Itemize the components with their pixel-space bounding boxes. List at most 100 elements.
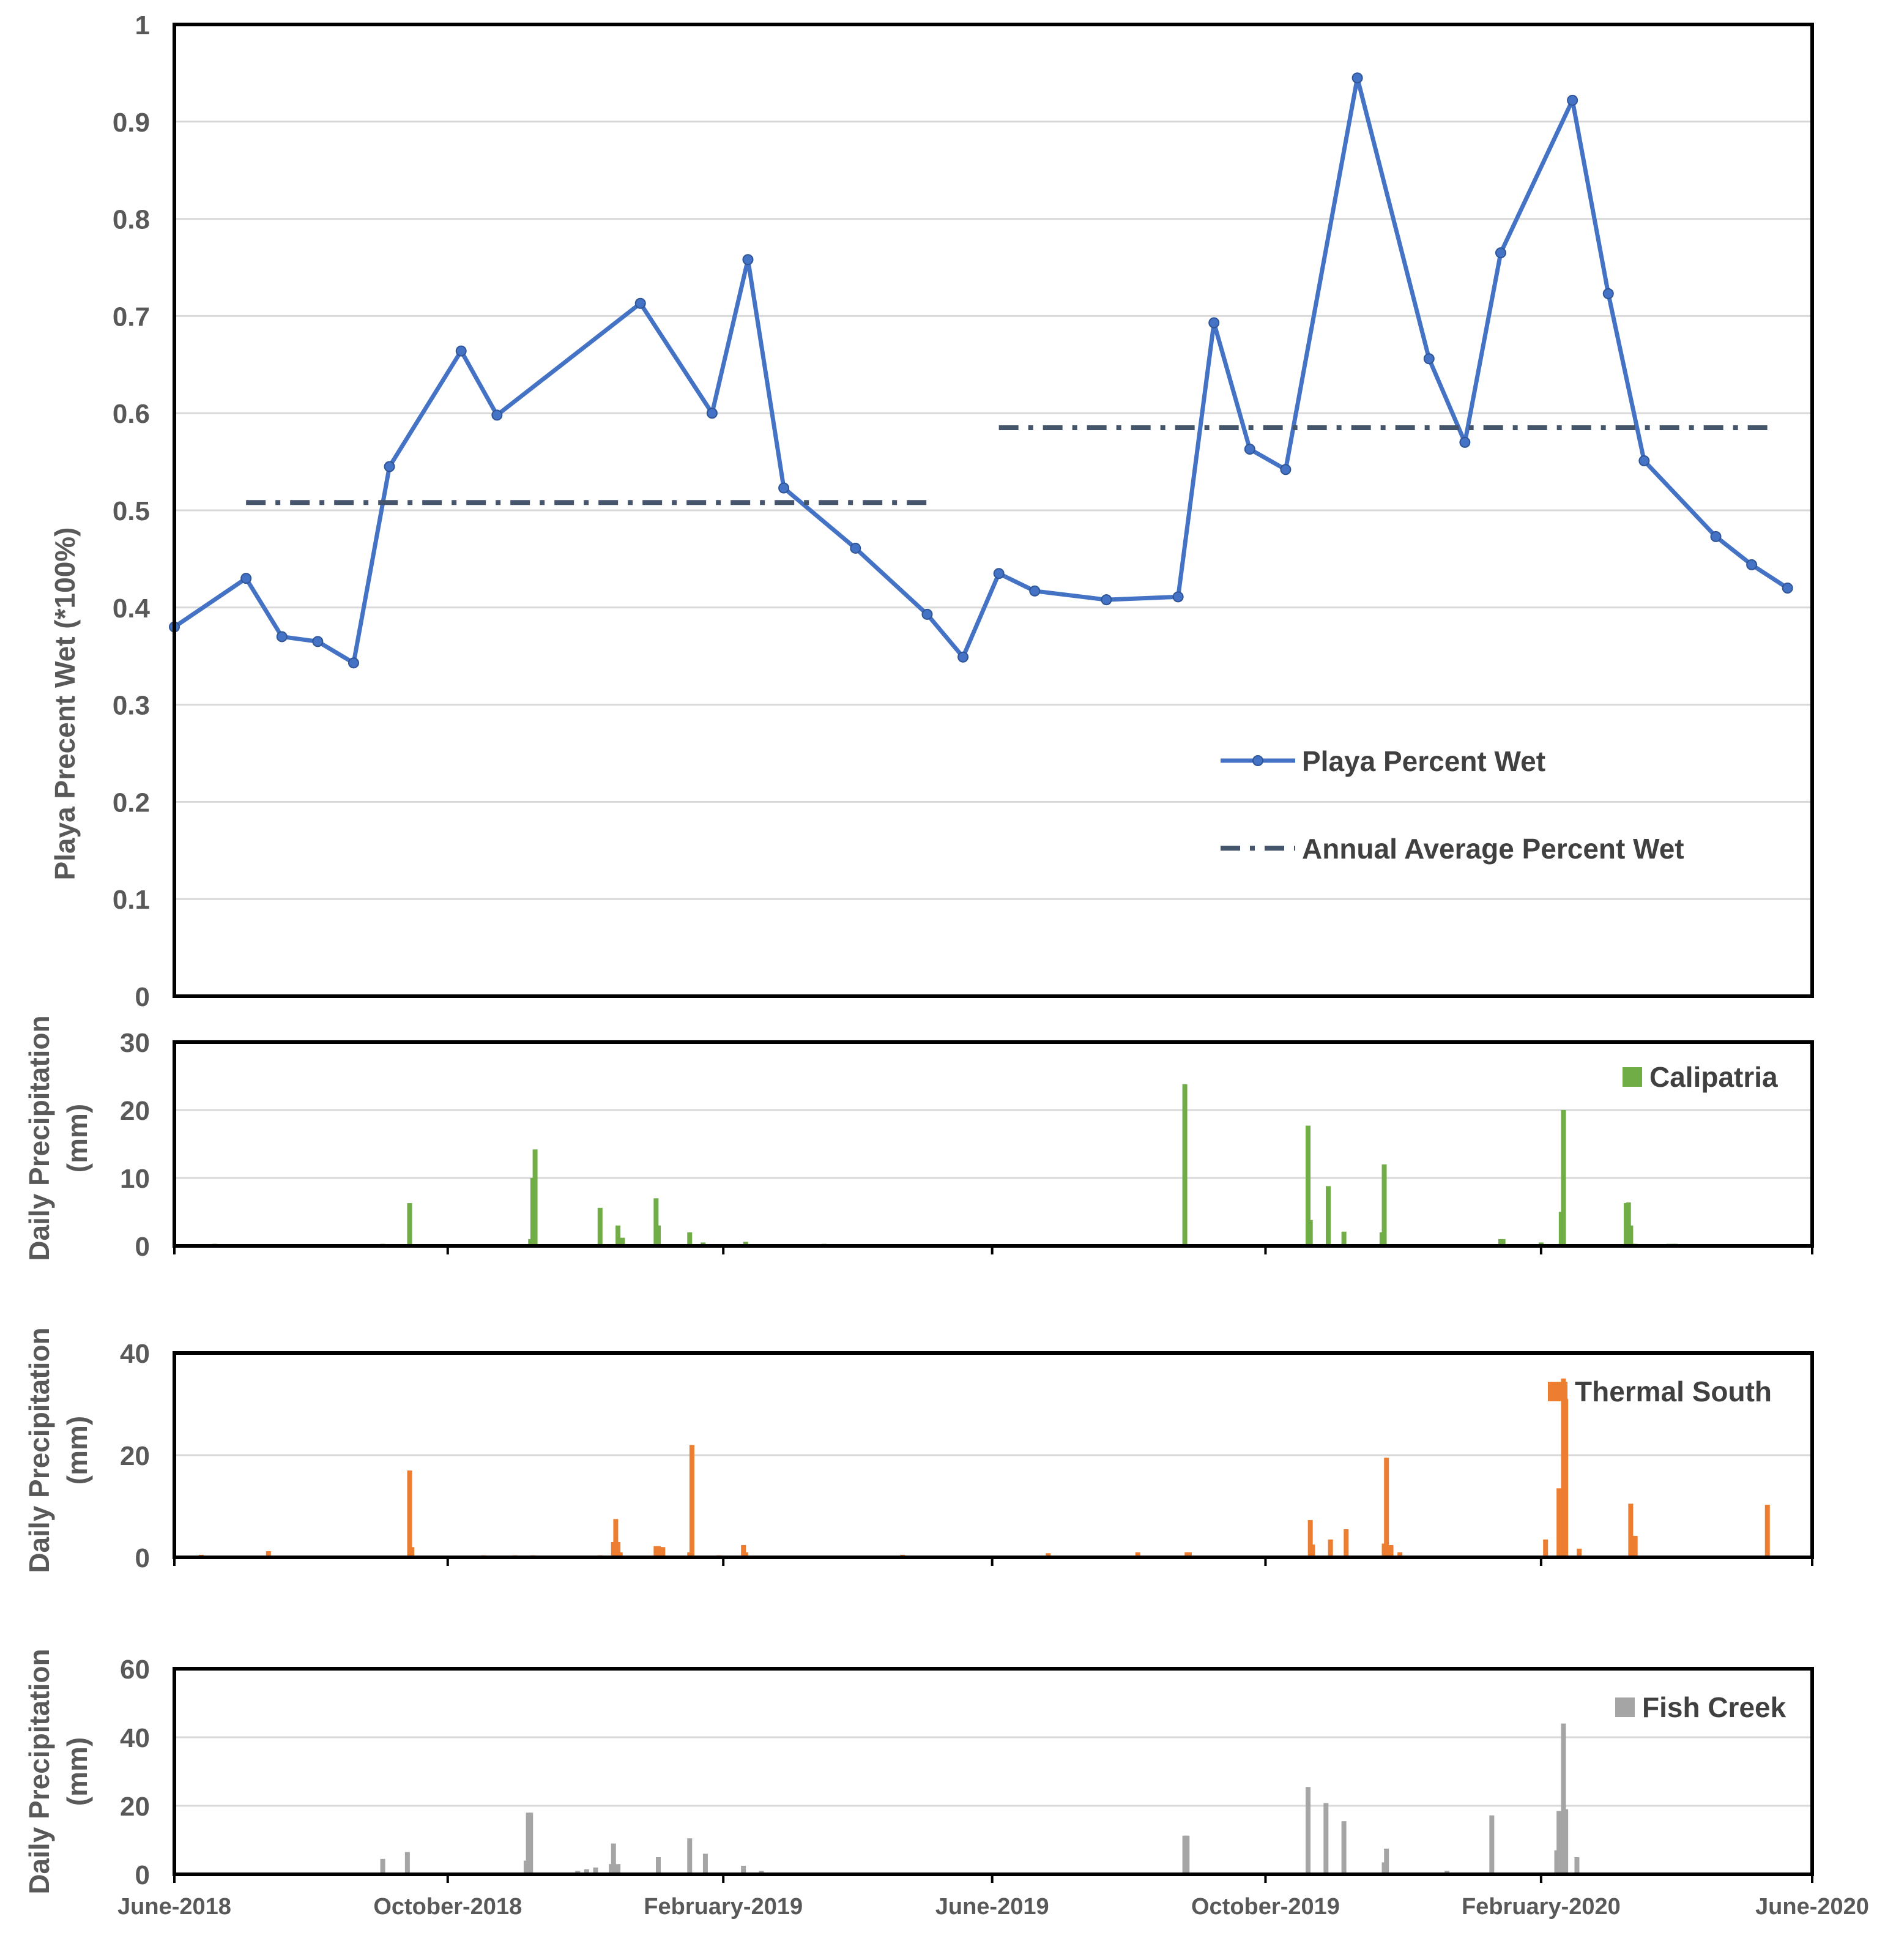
legend-swatch-thermal-south <box>1548 1382 1567 1401</box>
precip-bar <box>1556 1811 1562 1874</box>
data-point <box>1101 594 1112 606</box>
data-point <box>1567 94 1578 106</box>
legend-label-annual-average: Annual Average Percent Wet <box>1302 833 1684 865</box>
legend-label-calipatria: Calipatria <box>1649 1061 1778 1093</box>
precip-bar <box>407 1470 412 1557</box>
precip-bar <box>1184 1835 1190 1874</box>
data-point <box>1423 353 1435 365</box>
y-tick-label: 30 <box>120 1028 150 1058</box>
data-point <box>1782 583 1793 594</box>
legend-swatch-calipatria <box>1623 1067 1642 1087</box>
precip-bar <box>1306 1787 1311 1874</box>
y-tick-label: 0.1 <box>113 885 150 915</box>
precip-bar <box>1577 1548 1582 1557</box>
y-tick-label: 0 <box>135 1860 150 1890</box>
y-axis-label-line-1: Daily Precipitation <box>23 1015 55 1261</box>
precip-bar <box>597 1207 603 1246</box>
y-tick-label: 1 <box>135 10 150 40</box>
data-point <box>1280 464 1292 475</box>
precip-bar <box>1543 1539 1548 1557</box>
y-tick-label: 0.4 <box>113 594 151 624</box>
legend-label-percent-wet: Playa Percent Wet <box>1302 745 1545 777</box>
y-axis-label-line-2: (mm) <box>61 1104 93 1172</box>
data-point <box>455 345 467 357</box>
y-tick-label: 0.3 <box>113 691 150 721</box>
data-point <box>1495 247 1506 259</box>
precip-bar <box>687 1232 693 1246</box>
data-point <box>491 409 503 421</box>
precip-bar <box>660 1547 666 1557</box>
series-line-percent-wet <box>173 75 1789 665</box>
precip-bar <box>1384 1458 1389 1557</box>
precip-bar <box>1628 1504 1634 1557</box>
chart-thermal-south: 0 20 40 Daily Precipitation (mm) Thermal S… <box>23 1327 1814 1573</box>
x-axis: June-2018 October-2018 February-2019 June-2… <box>117 1894 1869 1920</box>
precip-bar <box>1628 1225 1634 1246</box>
y-axis-label-line-1: Daily Precipitation <box>23 1649 55 1894</box>
data-point <box>634 297 646 309</box>
y-axis-label-line-2: (mm) <box>61 1416 93 1485</box>
x-tick-label: June-2019 <box>935 1894 1049 1920</box>
precip-bar <box>741 1545 746 1557</box>
precip-bar <box>615 1864 621 1874</box>
precip-bar <box>1556 1488 1562 1557</box>
data-point <box>1746 559 1758 570</box>
data-point <box>348 657 359 669</box>
data-point <box>850 542 861 554</box>
data-point <box>778 482 790 494</box>
legend: Playa Percent Wet Annual Average Percent… <box>1221 745 1684 865</box>
precip-bar <box>1306 1125 1311 1246</box>
data-point <box>1638 455 1650 467</box>
precip-bar <box>1397 1552 1403 1557</box>
precip-bar <box>743 1242 748 1246</box>
y-tick-label: 0 <box>135 1232 150 1262</box>
data-point <box>1602 288 1614 299</box>
precip-bar <box>1344 1529 1349 1557</box>
precip-bar <box>702 1854 708 1874</box>
plot-frame <box>173 23 1814 998</box>
data-point <box>1172 591 1184 603</box>
precip-bar <box>613 1519 619 1557</box>
precip-bar <box>1135 1552 1140 1557</box>
legend: Calipatria <box>1623 1061 1778 1093</box>
precip-bar <box>380 1858 385 1874</box>
precip-bar <box>689 1445 694 1557</box>
precip-bar <box>1384 1849 1389 1874</box>
data-point <box>1710 531 1722 542</box>
precip-bar <box>1381 1164 1387 1246</box>
data-point <box>312 636 324 647</box>
x-tick-label: June-2018 <box>117 1894 231 1920</box>
chart-calipatria: 0 10 20 30 Daily Precipitation (mm) Calipat… <box>23 1015 1814 1262</box>
chart-playa-percent-wet: 0 0.1 0.2 0.3 0.4 0.5 0.6 0.7 0.8 0.9 1 Playa Prec… <box>49 10 1814 1012</box>
precip-bar <box>1325 1186 1331 1246</box>
precip-bar <box>1046 1553 1051 1557</box>
precip-bar <box>532 1149 538 1246</box>
data-series <box>173 1084 1813 1254</box>
y-tick-label: 0 <box>135 982 150 1012</box>
precip-bar <box>1626 1202 1631 1246</box>
precip-bar <box>741 1866 746 1874</box>
y-tick-label: 0.2 <box>113 788 150 818</box>
precip-bar <box>611 1843 616 1874</box>
x-tick-label: February-2019 <box>644 1894 803 1920</box>
data-point <box>921 608 933 620</box>
x-tick-label: February-2020 <box>1462 1894 1621 1920</box>
precip-bar <box>1632 1535 1638 1557</box>
precip-bar <box>656 1225 661 1246</box>
data-series <box>173 1723 1813 1883</box>
y-tick-label: 20 <box>120 1792 150 1822</box>
y-tick-label: 0.8 <box>113 205 150 235</box>
y-axis-label-line-2: (mm) <box>61 1737 93 1806</box>
data-point <box>706 408 718 419</box>
y-tick-label: 10 <box>120 1164 150 1194</box>
plot-frame <box>173 1351 1814 1559</box>
data-series <box>169 72 1793 669</box>
data-point <box>993 568 1005 579</box>
data-point <box>384 461 395 472</box>
data-point <box>1208 317 1220 329</box>
plot-frame <box>173 1040 1814 1248</box>
data-point <box>276 631 288 643</box>
precip-bar <box>528 1813 533 1874</box>
y-tick-labels: 0 0.1 0.2 0.3 0.4 0.5 0.6 0.7 0.8 0.9 1 <box>113 10 151 1012</box>
